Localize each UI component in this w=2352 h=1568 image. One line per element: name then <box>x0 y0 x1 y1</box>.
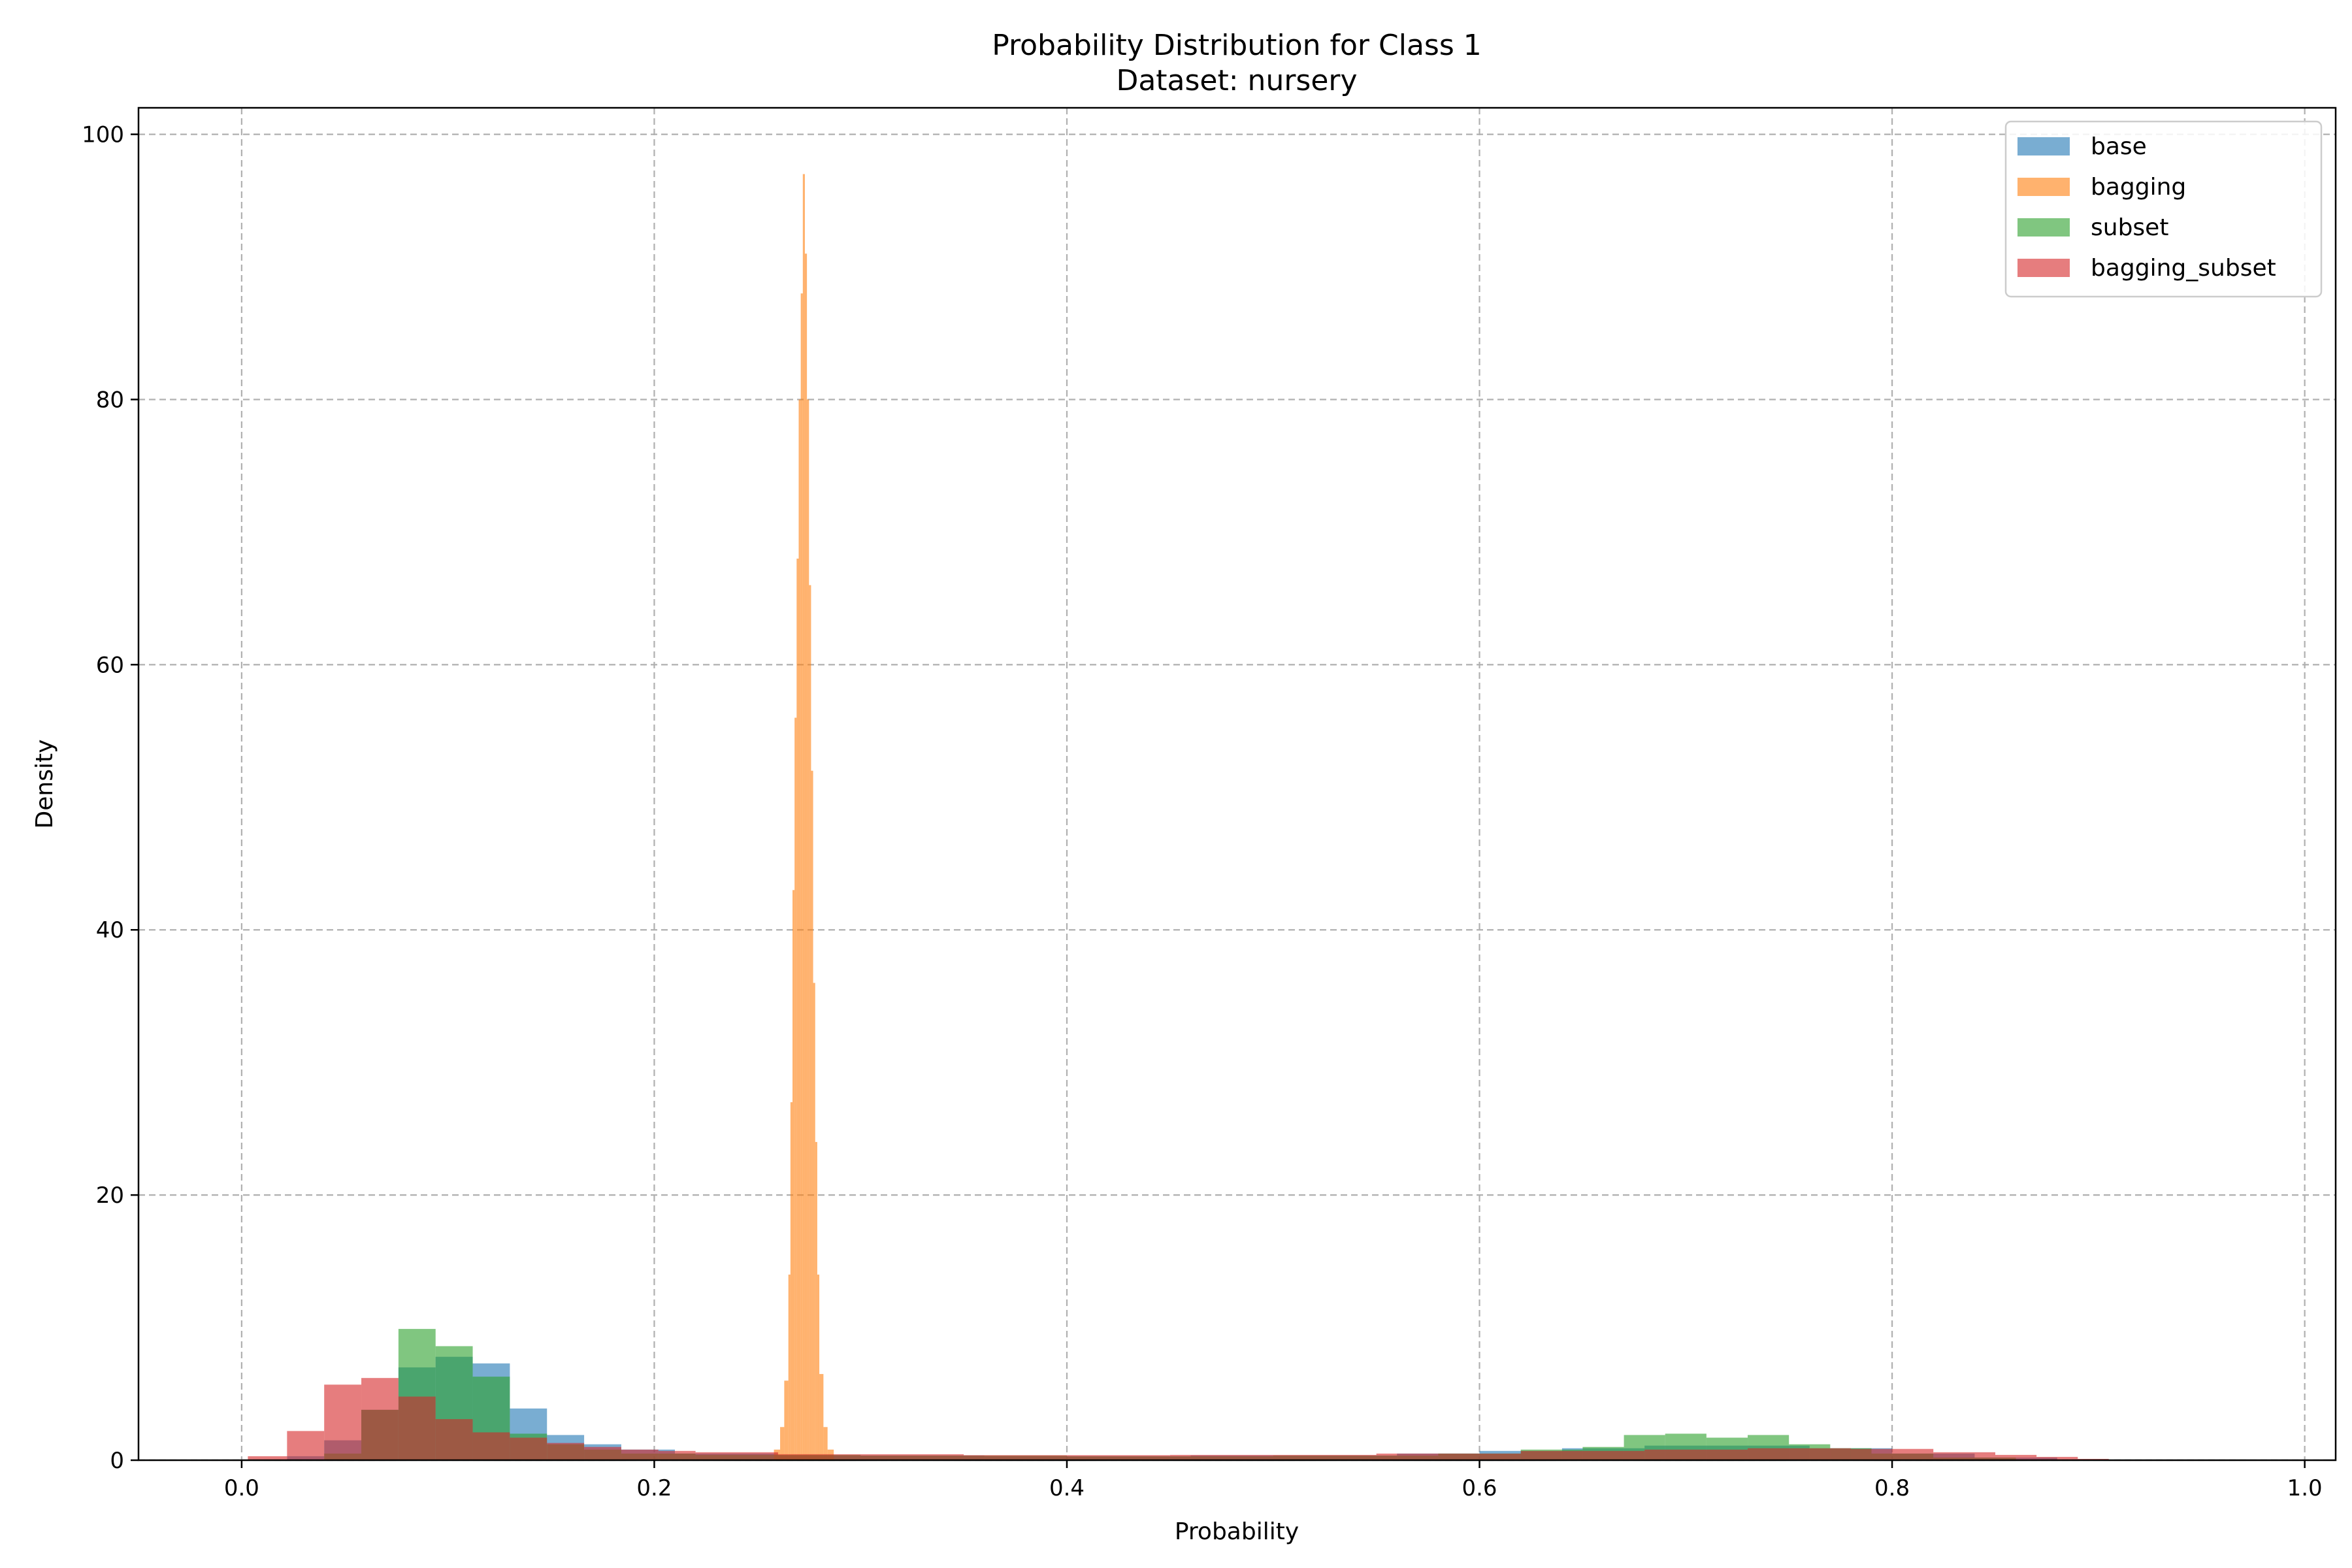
legend-label: bagging <box>2091 174 2186 201</box>
legend-swatch <box>2017 178 2070 196</box>
plot-area <box>139 108 2336 1460</box>
histogram-bar <box>819 1374 824 1460</box>
y-tick-label: 60 <box>96 652 124 678</box>
legend-swatch <box>2017 218 2070 237</box>
legend: base bagging subset bagging_subset <box>2004 120 2323 298</box>
histogram-bar <box>811 770 813 1460</box>
histogram-bar <box>1644 1449 1748 1460</box>
y-tick-label: 20 <box>96 1183 124 1209</box>
series-bagging <box>774 174 834 1460</box>
histogram-bar <box>964 1455 1170 1460</box>
histogram-bar <box>800 293 803 1460</box>
series-bagging-subset <box>248 1378 2109 1460</box>
histogram-bar <box>621 1449 659 1460</box>
chart-subtitle: Dataset: nursery <box>1116 64 1357 97</box>
x-tick-label: 0.0 <box>224 1475 259 1501</box>
histogram-bar <box>287 1431 325 1460</box>
histogram-bars <box>248 174 2109 1460</box>
x-tick-label: 0.4 <box>1049 1475 1085 1501</box>
histogram-bar <box>817 1274 820 1460</box>
histogram-bar <box>777 1454 964 1460</box>
histogram-bar <box>780 1427 785 1460</box>
histogram-bar <box>2036 1456 2078 1460</box>
histogram-bar <box>796 559 799 1460</box>
x-tick-label: 0.8 <box>1874 1475 1910 1501</box>
histogram-bar <box>788 1274 791 1460</box>
legend-frame <box>2004 120 2323 298</box>
histogram-bar <box>1748 1448 1851 1460</box>
histogram-bar <box>510 1437 547 1460</box>
histogram-bar <box>361 1378 399 1460</box>
legend-swatch <box>2017 259 2070 277</box>
axis-ticks: 0.0 0.2 0.4 0.6 0.8 1.0 0 20 40 60 80 100 <box>82 122 2323 1501</box>
histogram-bar <box>435 1419 473 1460</box>
x-axis-label: Probability <box>1175 1518 1299 1545</box>
histogram-bar <box>398 1396 436 1460</box>
y-tick-label: 100 <box>82 122 124 148</box>
histogram-bar <box>695 1452 778 1460</box>
histogram-bar <box>472 1432 510 1460</box>
histogram-bar <box>794 717 797 1460</box>
x-tick-label: 0.6 <box>1462 1475 1497 1501</box>
histogram-bar <box>815 1141 817 1460</box>
histogram-bar <box>804 253 808 1460</box>
legend-label: subset <box>2091 214 2168 241</box>
histogram-bar <box>1995 1454 2037 1460</box>
histogram-bar <box>792 890 795 1460</box>
histogram-bar <box>798 399 801 1460</box>
plot-frame <box>137 106 2337 1462</box>
histogram-bar <box>813 983 815 1460</box>
y-tick-label: 0 <box>110 1448 124 1474</box>
legend-swatch <box>2017 137 2070 155</box>
y-tick-label: 80 <box>96 387 124 413</box>
x-tick-label: 0.2 <box>636 1475 672 1501</box>
histogram-bar <box>1850 1448 1934 1460</box>
histogram-bar <box>324 1384 362 1460</box>
histogram-bar <box>1169 1454 1377 1460</box>
chart-title: Probability Distribution for Class 1 <box>992 29 1481 62</box>
y-tick-label: 40 <box>96 917 124 943</box>
x-tick-label: 1.0 <box>2287 1475 2323 1501</box>
histogram-bar <box>658 1450 696 1460</box>
y-axis-label: Density <box>31 740 58 829</box>
histogram-bar <box>790 1102 793 1460</box>
histogram-bar <box>809 585 811 1460</box>
histogram-bar <box>784 1380 789 1460</box>
histogram-bar <box>802 174 805 1460</box>
legend-label: base <box>2091 133 2147 160</box>
histogram-bar <box>1933 1452 1995 1460</box>
histogram-bar <box>1376 1453 1521 1460</box>
histogram-bar <box>807 399 809 1460</box>
histogram-bar <box>823 1427 828 1460</box>
histogram-bar <box>1520 1450 1645 1460</box>
legend-label: bagging_subset <box>2091 255 2276 282</box>
histogram-bar <box>584 1446 621 1460</box>
histogram-bar <box>547 1443 585 1460</box>
histogram-bar <box>248 1456 287 1460</box>
